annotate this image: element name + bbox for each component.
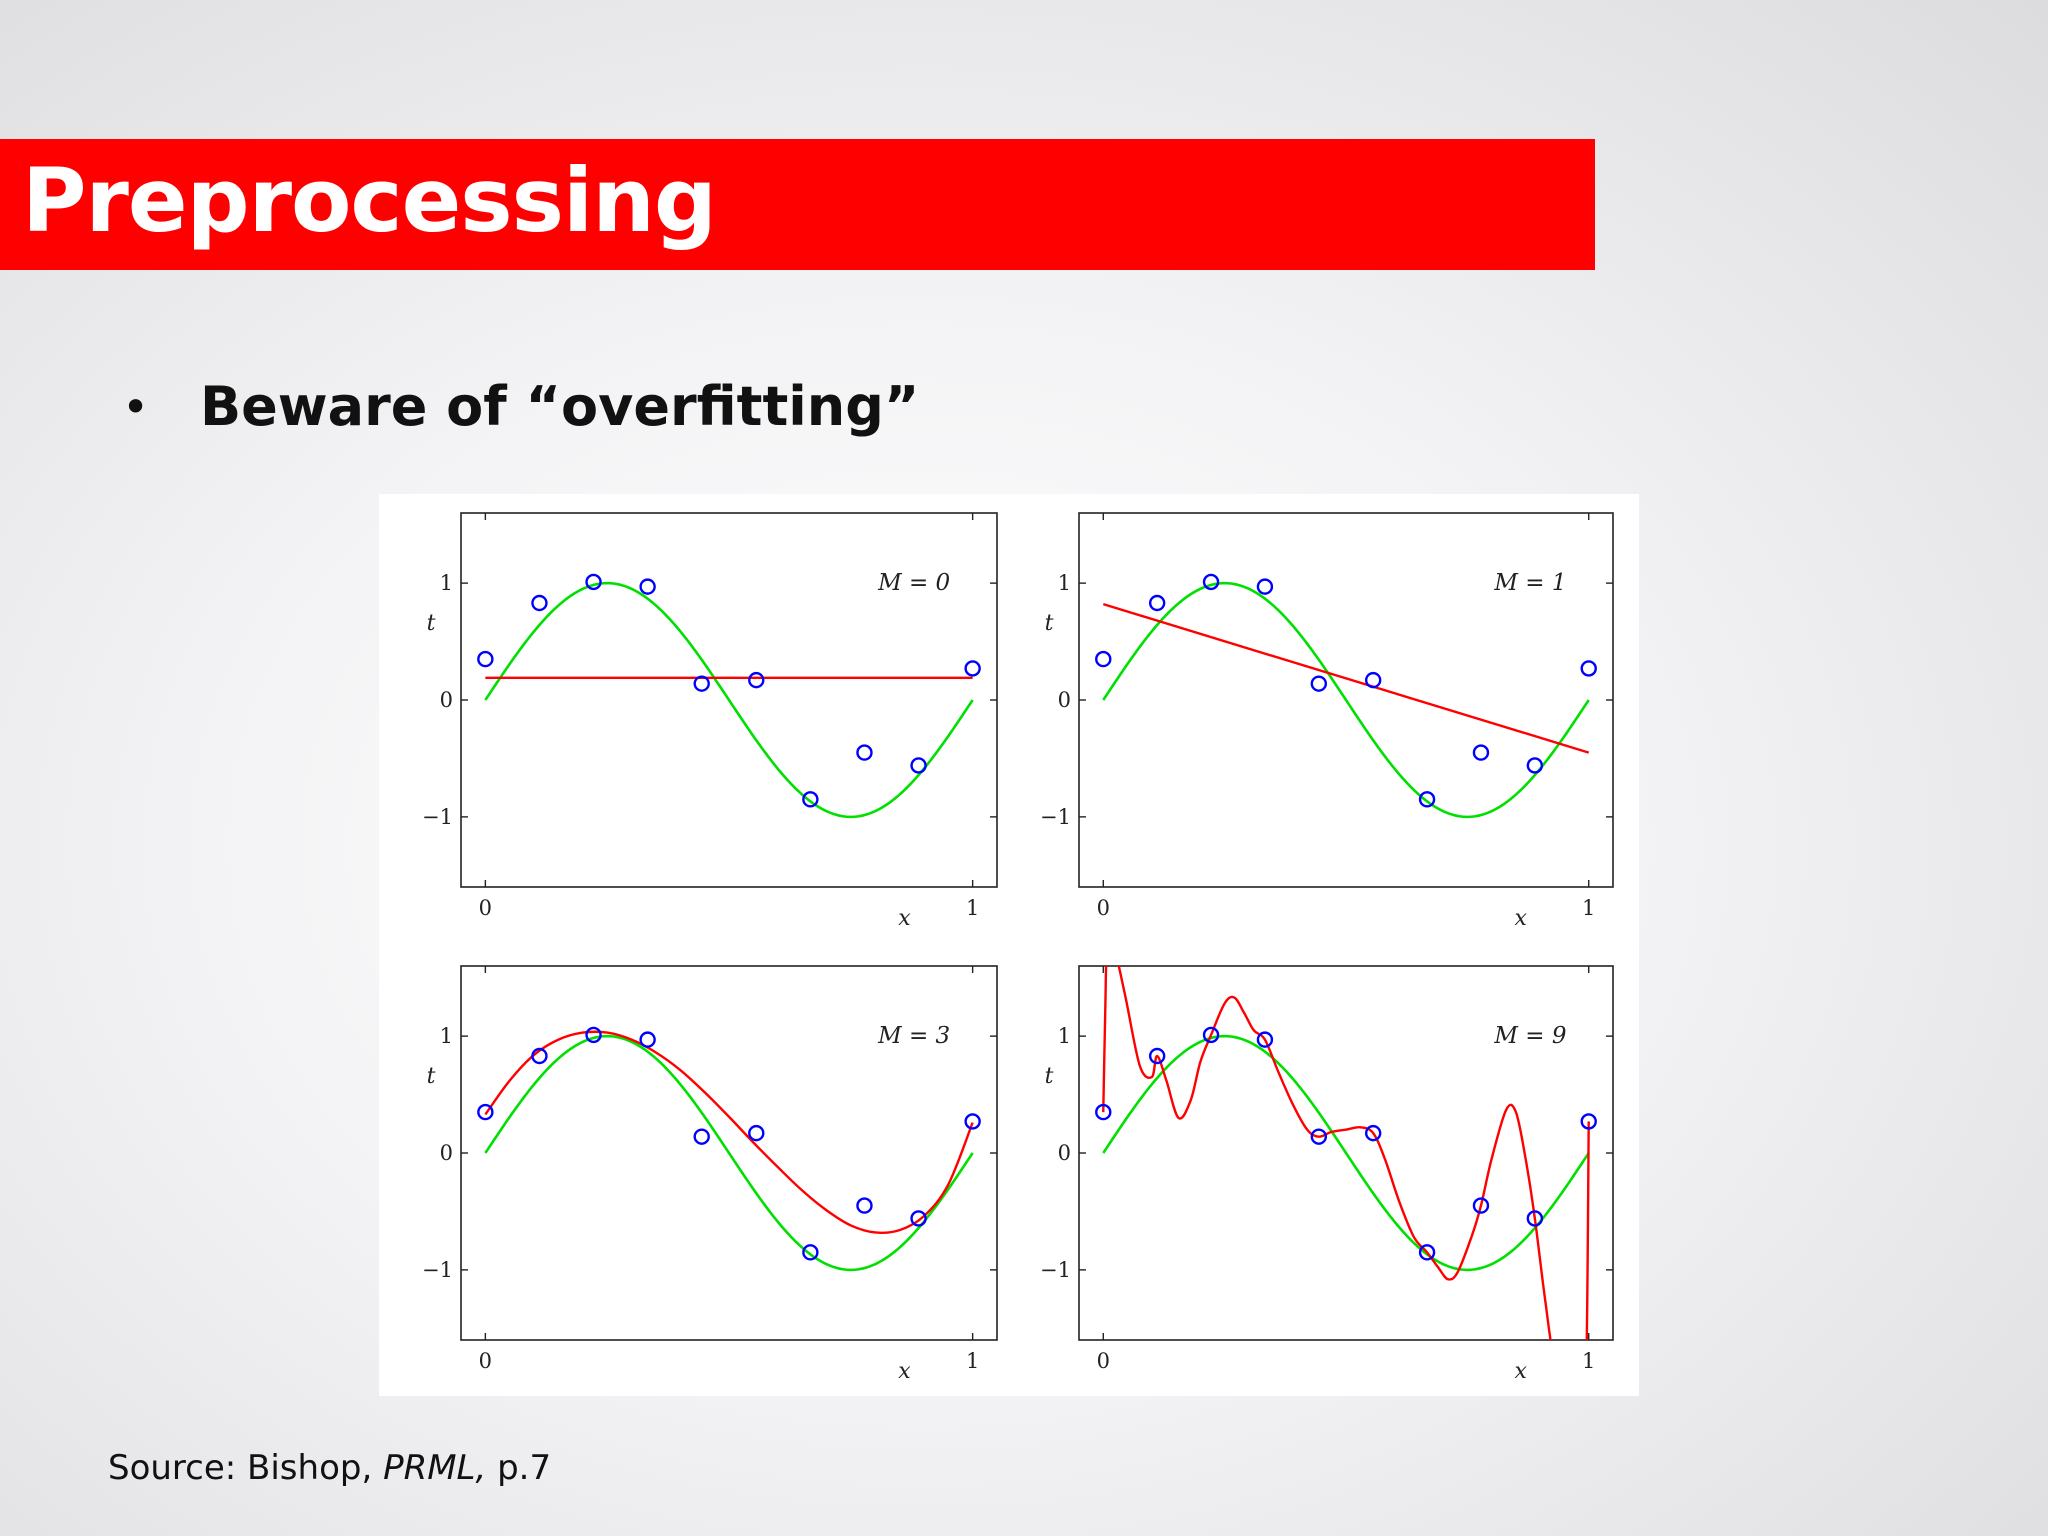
y-tick-label: 0 — [440, 1141, 453, 1165]
data-point — [585, 573, 602, 591]
source-prefix: Source: Bishop, — [108, 1448, 384, 1488]
panel-title: M = 1 — [1493, 570, 1566, 596]
data-point — [639, 1031, 656, 1048]
x-axis-label: x — [898, 906, 911, 931]
y-axis-label: t — [1045, 1064, 1054, 1089]
data-point — [477, 650, 494, 668]
data-point — [1526, 1210, 1544, 1227]
x-tick-label: 1 — [1582, 896, 1595, 920]
y-tick-label: 0 — [1058, 1141, 1071, 1165]
true-curve-line — [484, 1034, 974, 1272]
x-tick-label: 0 — [479, 896, 492, 920]
y-tick-label: 1 — [440, 571, 453, 595]
true-curve-line — [1102, 581, 1590, 819]
x-tick-label: 0 — [1097, 896, 1110, 920]
data-point — [856, 744, 873, 761]
title-bar: Preprocessing — [0, 139, 1595, 270]
y-tick-label: −1 — [422, 805, 453, 829]
x-tick-label: 1 — [966, 1349, 979, 1373]
data-point — [1095, 650, 1112, 668]
y-axis-label: t — [1045, 611, 1054, 636]
data-point — [1202, 1026, 1220, 1044]
y-tick-label: 1 — [1058, 1024, 1071, 1048]
y-tick-label: 1 — [1058, 571, 1071, 595]
y-tick-label: −1 — [1040, 1258, 1071, 1282]
data-point — [1472, 744, 1490, 761]
data-point — [1526, 757, 1544, 774]
y-axis-label: t — [427, 1064, 436, 1089]
x-axis-label: x — [898, 1359, 911, 1384]
data-point — [1418, 791, 1436, 808]
data-point — [1472, 1197, 1490, 1214]
data-point — [1148, 594, 1166, 612]
source-page: p.7 — [486, 1448, 552, 1488]
bullet-dot-icon: • — [122, 380, 150, 434]
x-tick-label: 1 — [1582, 1349, 1595, 1373]
data-point — [964, 660, 981, 677]
data-point — [693, 675, 710, 692]
source-title: PRML, — [383, 1448, 487, 1488]
panel-title: M = 0 — [877, 570, 950, 596]
data-point — [1310, 1128, 1328, 1145]
data-point — [856, 1197, 873, 1214]
data-point — [910, 1210, 927, 1227]
bullet-text: Beware of “overfitting” — [200, 375, 920, 438]
slide-title: Preprocessing — [22, 149, 717, 252]
data-point — [748, 1124, 765, 1142]
x-axis-label: x — [1515, 906, 1528, 931]
y-tick-label: 1 — [440, 1024, 453, 1048]
source-citation: Source: Bishop, PRML, p.7 — [108, 1448, 551, 1488]
data-point — [1095, 1103, 1112, 1121]
data-point — [964, 1113, 981, 1130]
data-point — [1202, 573, 1220, 591]
y-tick-label: 0 — [1058, 688, 1071, 712]
y-axis-label: t — [427, 611, 436, 636]
data-point — [639, 578, 656, 595]
data-point — [1148, 1047, 1166, 1065]
panel-title: M = 3 — [877, 1023, 950, 1049]
y-tick-label: 0 — [440, 688, 453, 712]
data-point — [531, 594, 548, 612]
data-point — [1364, 1124, 1382, 1142]
data-point — [748, 671, 765, 689]
panel-title: M = 9 — [1493, 1023, 1566, 1049]
x-tick-label: 0 — [1097, 1349, 1110, 1373]
data-point — [1418, 1244, 1436, 1261]
data-point — [1256, 1031, 1274, 1048]
fit-curve-line — [1102, 966, 1590, 1340]
data-point — [1256, 578, 1274, 595]
fit-curve-line — [484, 1030, 974, 1235]
data-point — [477, 1103, 494, 1121]
data-point — [531, 1047, 548, 1065]
x-tick-label: 0 — [479, 1349, 492, 1373]
data-point — [802, 1244, 819, 1261]
data-point — [585, 1026, 602, 1044]
true-curve-line — [484, 581, 974, 819]
data-point — [1364, 671, 1382, 689]
true-curve-line — [1102, 1034, 1590, 1272]
data-point — [910, 757, 927, 774]
data-point — [1580, 660, 1597, 677]
data-point — [1580, 1113, 1597, 1130]
x-axis-label: x — [1515, 1359, 1528, 1384]
x-tick-label: 1 — [966, 896, 979, 920]
y-tick-label: −1 — [1040, 805, 1071, 829]
y-tick-label: −1 — [422, 1258, 453, 1282]
data-point — [802, 791, 819, 808]
fit-curve-line — [1102, 603, 1590, 754]
data-point — [1310, 675, 1328, 692]
data-point — [693, 1128, 710, 1145]
